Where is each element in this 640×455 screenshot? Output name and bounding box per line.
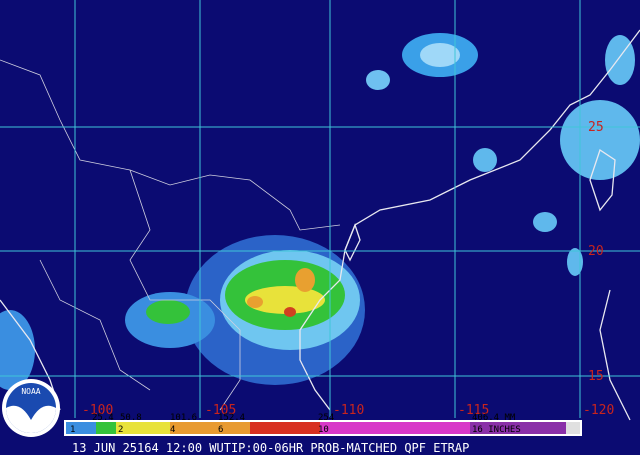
lat-label: 15: [588, 369, 604, 384]
legend-mm: 50.8: [120, 413, 142, 423]
legend-mm: 152.4: [218, 413, 245, 423]
legend-in: 1: [70, 425, 75, 435]
lat-label: 20: [588, 244, 604, 259]
lon-label: -100: [82, 403, 113, 418]
coastline: [599, 289, 631, 421]
legend-in: 2: [118, 425, 123, 435]
border: [129, 169, 241, 411]
legend-in: 10: [318, 425, 329, 435]
legend-mm: 25.4: [92, 413, 114, 423]
graticule: [0, 0, 640, 418]
lon-label: -120: [583, 403, 614, 418]
legend-mm: 406.4 MM: [472, 413, 516, 423]
footer: 13 JUN 25164 12:00 WUTIP:00-06HR PROB-MA…: [72, 441, 469, 455]
lon-label: -105: [205, 403, 236, 418]
logo-text: NOAA: [21, 387, 40, 396]
legend-mm: 254: [318, 413, 334, 423]
coastline: [589, 148, 616, 212]
coastline: [344, 223, 361, 262]
noaa-logo: NOAA: [2, 379, 60, 437]
border: [0, 59, 341, 231]
lat-label: 25: [588, 120, 604, 135]
coastline: [299, 29, 640, 411]
legend-in: 4: [170, 425, 175, 435]
legend-in: 16 INCHES: [472, 425, 521, 435]
precip: [0, 33, 640, 390]
lon-label: -110: [333, 403, 364, 418]
lon-label: -115: [458, 403, 489, 418]
legend-in: 6: [218, 425, 223, 435]
border: [39, 259, 151, 391]
legend-mm: 101.6: [170, 413, 197, 423]
colorbar: [64, 420, 582, 436]
